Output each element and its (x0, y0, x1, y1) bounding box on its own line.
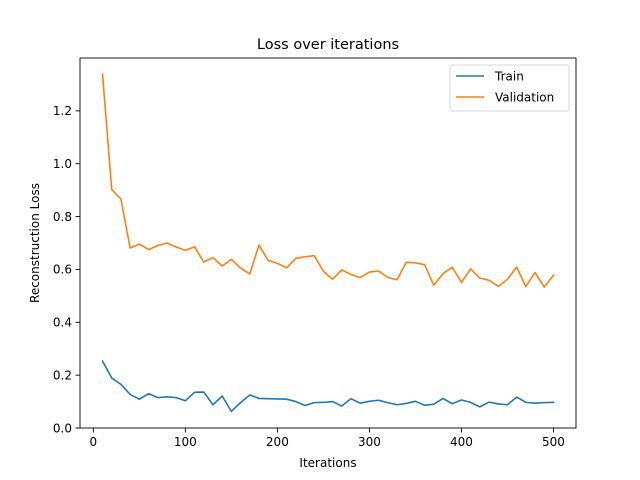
y-tick-label: 0.4 (53, 316, 72, 330)
x-tick-label: 500 (542, 435, 565, 449)
series-line-validation (101, 73, 555, 288)
y-axis-ticks: 0.0 0.2 0.4 0.6 0.8 1.0 1.2 (53, 104, 80, 435)
y-tick-label: 0.2 (53, 368, 72, 382)
y-axis-label: Reconstruction Loss (28, 183, 42, 303)
x-axis-label: Iterations (299, 456, 356, 470)
y-tick-label: 1.0 (53, 157, 72, 171)
y-tick-label: 0.6 (53, 263, 72, 277)
x-tick-label: 0 (90, 435, 98, 449)
x-tick-label: 400 (450, 435, 473, 449)
legend-label-validation: Validation (495, 91, 554, 105)
chart-title: Loss over iterations (257, 37, 399, 53)
y-tick-label: 1.2 (53, 104, 72, 118)
plot-frame (79, 57, 577, 429)
x-tick-label: 100 (174, 435, 197, 449)
legend: Train Validation (449, 64, 570, 112)
series-line-train (101, 360, 555, 413)
x-tick-label: 200 (266, 435, 289, 449)
x-axis-ticks: 0 100 200 300 400 500 (90, 428, 565, 449)
y-tick-label: 0.8 (53, 210, 72, 224)
x-tick-label: 300 (358, 435, 381, 449)
plot-lines (101, 73, 555, 413)
legend-label-train: Train (494, 70, 524, 84)
y-tick-label: 0.0 (53, 421, 72, 435)
